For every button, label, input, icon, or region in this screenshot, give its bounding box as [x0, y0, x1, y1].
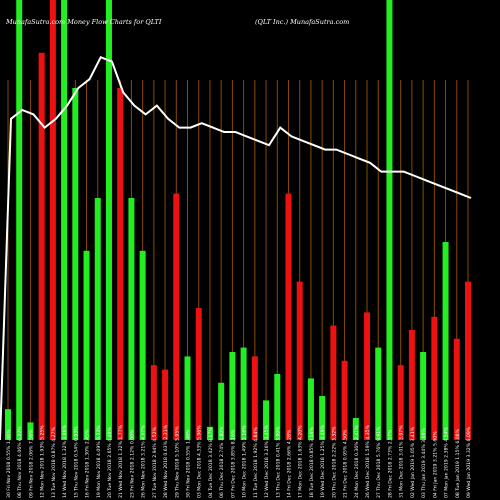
x-tick-label: 12 Wed Dec 2018 3.26% 3.45% [264, 424, 270, 498]
money-flow-bar [307, 378, 314, 440]
x-tick-label: 13 Tue Nov 2018 0.87% 4.27% [51, 427, 57, 498]
money-flow-bar [94, 198, 101, 440]
money-flow-bar [465, 281, 471, 440]
x-tick-label: 21 Wed Nov 2018 1.32% 1.77% [118, 424, 124, 498]
x-tick-label: 21 Fri Dec 2018 0.95% 4.50% [343, 429, 349, 498]
x-tick-label: 27 Thu Dec 2018 5.76% 9.91% [376, 426, 382, 498]
x-tick-label: 03 Thu Jan 2019 3.44% 3.66% [421, 428, 427, 498]
money-flow-bar [251, 356, 258, 440]
chart-title-left: MunafaSutra.com Money Flow Charts for QL… [5, 18, 162, 26]
money-flow-bar [162, 369, 169, 440]
x-tick-label: 17 Mon Dec 2018 1.63% 4.20% [298, 425, 304, 498]
money-flow-bar [105, 0, 112, 440]
money-flow-bar [72, 88, 79, 440]
money-flow-bar [49, 0, 56, 440]
x-tick-label: 28 Fri Dec 2018 2.73% 2.57% [387, 429, 393, 498]
money-flow-bar [27, 422, 34, 440]
money-flow-bar [319, 396, 326, 440]
x-tick-label: 19 Wed Dec 2018 1.25% 4.49% [320, 424, 326, 498]
money-flow-bar [375, 347, 382, 440]
x-tick-label: 26 Mon Nov 2018 3.21% 4.97% [141, 425, 147, 498]
money-flow-bar [173, 193, 180, 440]
x-tick-label: 04 Fri Jan 2019 3.21% 5.60% [432, 431, 438, 498]
x-tick-label: 11 Tue Dec 2018 1.92% 4.84% [253, 427, 259, 498]
money-flow-bar [38, 52, 45, 441]
money-flow-bar [274, 374, 281, 440]
x-tick-label: 04 Tue Dec 2018 3.42% 8.17% [208, 427, 214, 498]
money-flow-bar [218, 382, 225, 440]
x-tick-label: 07 Fri Dec 2018 3.85% 8.16% [230, 429, 236, 498]
money-flow-bar [195, 308, 202, 440]
money-flow-bar [397, 365, 404, 440]
x-tick-label: 26 Wed Dec 2018 1.59% 4.35% [365, 424, 371, 498]
money-flow-bar [285, 193, 292, 440]
money-flow-bar [117, 88, 124, 440]
chart-title-right: (QLT Inc.) MunafaSutra.com [255, 18, 349, 26]
x-tick-label: 02 Wed Jan 2019 1.05% 3.41% [410, 426, 416, 498]
money-flow-bar [150, 365, 157, 440]
x-tick-label: 20 Thu Dec 2018 2.22% 3.32% [331, 426, 337, 498]
money-flow-line [0, 55, 472, 441]
money-flow-bar [364, 312, 371, 440]
money-flow-bar [408, 330, 415, 440]
money-flow-bar [16, 0, 23, 440]
money-flow-bar [128, 198, 135, 440]
money-flow-bar [229, 352, 236, 440]
money-flow-bar [206, 426, 213, 440]
x-tick-label: 07 Mon Jan 2019 2.38% 4.54% [444, 427, 450, 498]
x-tick-label: 27 Tue Nov 2018 2.94% 4.52% [152, 427, 158, 498]
x-tick-label: 06 Thu Dec 2018 2.74% 3.80% [219, 426, 225, 498]
money-flow-bar [386, 0, 393, 440]
x-tick-label: 08 Tue Jan 2019 1.15% 6.08% [455, 428, 461, 498]
x-tick-label: 30 Fri Nov 2018 0.55% 1.46% [186, 429, 192, 498]
x-tick-label: 28 Wed Nov 2018 0.63% 2.31% [163, 424, 169, 498]
money-flow-bar [240, 347, 247, 440]
money-flow-bar [296, 281, 303, 440]
x-tick-label: 18 Tue Dec 2018 0.85% 3.16% [309, 427, 315, 498]
x-tick-label: 12 Mon Nov 2018 1.93% 5.25% [40, 425, 46, 498]
money-flow-bar [61, 0, 68, 440]
x-tick-label: 16 Fri Nov 2018 1.30% 2.45% [85, 429, 91, 498]
x-tick-label: 09 Fri Nov 2018 2.06% 7.58% [28, 429, 34, 498]
money-flow-bar [431, 316, 438, 440]
money-flow-bar [453, 338, 460, 440]
x-tick-label: 20 Tue Nov 2018 2.65% 4.49% [107, 427, 113, 498]
x-tick-label: 14 Fri Dec 2018 2.66% 4.28% [286, 429, 292, 498]
money-flow-bar [263, 400, 270, 440]
money-flow-bar [352, 418, 359, 440]
x-tick-label: 13 Thu Dec 2018 0.41% 3.99% [275, 426, 281, 498]
x-tick-label: 24 Mon Dec 2018 0.36% 2.41% [354, 425, 360, 498]
money-flow-bar [5, 409, 11, 440]
x-tick-label: 03 Mon Dec 2018 4.33% 5.96% [197, 425, 203, 498]
x-tick-label: 09 Wed Jan 2019 3.32% 6.09% [466, 426, 472, 498]
x-tick-label: 31 Mon Dec 2018 3.01% 3.97% [399, 425, 405, 498]
money-flow-bar [184, 356, 191, 440]
money-flow-bar [83, 250, 90, 440]
x-tick-label: 30 Fri Nov 2018 0.55% 1.46% [6, 429, 12, 498]
x-tick-label: 19 Mon Nov 2018 4.09% 9.33% [96, 425, 102, 498]
money-flow-bar [341, 360, 348, 440]
money-flow-bar [442, 242, 449, 440]
x-tick-label: 08 Thu Nov 2018 4.06% 6.22% [17, 426, 23, 498]
x-tick-label: 29 Thu Nov 2018 5.10% 5.95% [174, 426, 180, 498]
money-flow-bar [420, 352, 427, 440]
bars [5, 0, 471, 441]
x-tick-label: 15 Thu Nov 2018 0.54% 0.93% [73, 426, 79, 498]
x-tick-label: 14 Wed Nov 2018 1.32% 3.88% [62, 424, 68, 498]
x-tick-label: 10 Mon Dec 2018 1.49% 2.16% [242, 425, 248, 498]
money-flow-bar [330, 325, 337, 440]
x-tick-label: 23 Fri Nov 2018 2.12% 0.00% [129, 429, 135, 498]
money-flow-bar [139, 250, 146, 440]
x-axis-tick-labels: 30 Fri Nov 2018 0.55% 1.46% 08 Thu Nov 20… [6, 424, 472, 498]
